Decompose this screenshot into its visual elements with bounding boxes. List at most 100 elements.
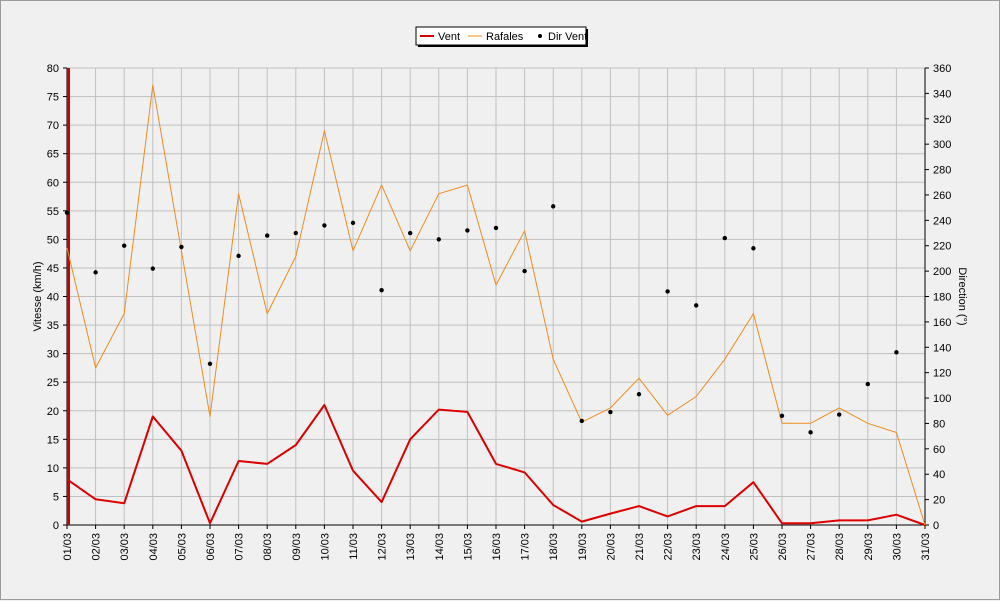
y-left-tick-label: 20 [47, 406, 59, 418]
y-right-tick-label: 280 [933, 165, 951, 177]
x-tick-label: 15/03 [462, 533, 474, 561]
y-right-tick-label: 320 [933, 114, 951, 126]
point-dir-vent [522, 268, 527, 274]
x-tick-label: 08/03 [262, 533, 274, 561]
point-dir-vent [579, 418, 584, 424]
point-dir-vent [694, 303, 699, 308]
y-left-tick-label: 50 [47, 234, 59, 246]
point-dir-vent [608, 409, 613, 415]
y-right-tick-label: 360 [933, 63, 951, 75]
x-tick-label: 21/03 [634, 533, 646, 561]
x-tick-label: 18/03 [548, 533, 560, 561]
y-axis-right-label: Direction (°) [956, 267, 968, 325]
y-left-tick-label: 25 [47, 377, 59, 389]
point-dir-vent [465, 228, 470, 233]
legend-entry-label: Vent [438, 31, 460, 43]
x-tick-label: 24/03 [720, 533, 732, 561]
y-right-tick-label: 240 [933, 215, 951, 227]
y-right-tick-label: 20 [933, 495, 945, 507]
x-tick-label: 03/03 [119, 533, 131, 561]
x-tick-label: 06/03 [205, 533, 217, 561]
point-dir-vent [93, 270, 98, 275]
x-tick-label: 28/03 [834, 533, 846, 561]
point-dir-vent [379, 287, 384, 293]
y-left-tick-label: 65 [47, 149, 59, 161]
point-dir-vent [293, 230, 298, 236]
x-tick-label: 22/03 [663, 533, 675, 561]
x-tick-label: 05/03 [176, 533, 188, 561]
y-left-tick-label: 45 [47, 263, 59, 275]
right-axis-ticks: 0 20 40 60 80 100 120 140 160 180 200 220 240 260 280 3… [925, 63, 951, 532]
point-dir-vent [150, 266, 155, 271]
point-dir-vent [408, 230, 413, 236]
left-axis-accent [67, 68, 70, 525]
legend-entry-label: Dir Vent [548, 31, 587, 43]
y-left-tick-label: 80 [47, 63, 59, 75]
series-line-vent [66, 404, 926, 526]
legend-swatch [538, 34, 542, 38]
x-tick-label: 09/03 [291, 533, 303, 561]
x-tick-label: 04/03 [148, 533, 160, 561]
point-dir-vent [636, 392, 642, 397]
left-axis-ticks: 0 5 10 15 20 25 30 35 40 45 50 55 60 65 70 75 80 [47, 63, 67, 532]
y-left-tick-label: 60 [47, 177, 59, 189]
y-right-tick-label: 100 [933, 393, 951, 405]
x-tick-label: 19/03 [577, 533, 589, 561]
point-dir-vent [179, 244, 184, 250]
y-right-tick-label: 260 [933, 190, 951, 202]
series-line-rafales [66, 84, 926, 526]
x-tick-label: 02/03 [91, 533, 103, 561]
x-tick-label: 20/03 [605, 533, 617, 561]
y-left-tick-label: 10 [47, 463, 59, 475]
x-tick-label: 10/03 [319, 533, 331, 561]
series-layer [64, 84, 926, 526]
y-left-tick-label: 55 [47, 206, 59, 218]
point-dir-vent [322, 223, 327, 228]
y-left-tick-label: 40 [47, 292, 59, 304]
point-dir-vent [350, 220, 356, 226]
y-right-tick-label: 340 [933, 88, 951, 100]
legend[interactable]: Vent Rafales Dir Vent [415, 26, 588, 47]
point-dir-vent [894, 350, 899, 355]
x-tick-label: 07/03 [234, 533, 246, 561]
y-right-tick-label: 140 [933, 342, 951, 354]
x-tick-label: 01/03 [62, 533, 74, 561]
x-tick-label: 23/03 [691, 533, 703, 561]
point-dir-vent [551, 204, 556, 209]
point-dir-vent [236, 253, 241, 259]
x-tick-label: 30/03 [891, 533, 903, 561]
y-right-tick-label: 180 [933, 292, 951, 304]
point-dir-vent [722, 235, 727, 241]
y-right-tick-label: 220 [933, 241, 951, 253]
x-tick-label: 16/03 [491, 533, 503, 561]
point-dir-vent [493, 225, 499, 231]
point-dir-vent [436, 237, 441, 242]
x-tick-label: 14/03 [434, 533, 446, 561]
y-right-tick-label: 300 [933, 139, 951, 151]
point-dir-vent [837, 412, 842, 417]
y-left-tick-label: 15 [47, 434, 59, 446]
y-right-tick-label: 160 [933, 317, 951, 329]
point-dir-vent [122, 243, 127, 248]
y-left-tick-label: 70 [47, 120, 59, 132]
y-axis-left-label: Vitesse (km/h) [32, 261, 44, 331]
y-right-tick-label: 200 [933, 266, 951, 278]
x-tick-label: 31/03 [920, 533, 932, 561]
x-tick-label: 13/03 [405, 533, 417, 561]
x-tick-label: 17/03 [520, 533, 532, 561]
y-right-tick-label: 40 [933, 469, 945, 481]
y-right-tick-label: 80 [933, 418, 945, 430]
y-right-tick-label: 0 [933, 520, 939, 532]
x-tick-label: 12/03 [377, 533, 389, 561]
y-right-tick-label: 60 [933, 444, 945, 456]
y-left-tick-label: 0 [53, 520, 59, 532]
y-left-tick-label: 5 [53, 491, 59, 503]
x-tick-label: 11/03 [348, 533, 360, 560]
grid [66, 67, 926, 526]
y-left-tick-label: 30 [47, 349, 59, 361]
point-dir-vent [779, 413, 785, 419]
x-tick-label: 29/03 [863, 533, 875, 561]
y-left-tick-label: 35 [47, 320, 59, 332]
x-tick-label: 26/03 [777, 533, 789, 561]
